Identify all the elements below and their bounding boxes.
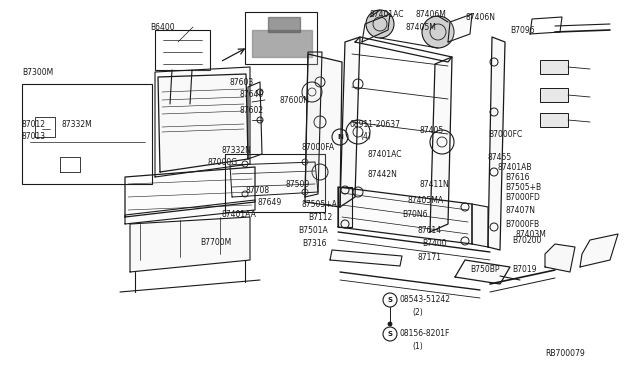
- Text: B7096: B7096: [510, 26, 534, 35]
- Text: B70200: B70200: [512, 235, 541, 244]
- Text: N: N: [337, 134, 343, 140]
- Bar: [540, 113, 568, 127]
- Text: B7505+B: B7505+B: [505, 183, 541, 192]
- Text: B7019: B7019: [512, 266, 536, 275]
- Text: B7700M: B7700M: [200, 237, 231, 247]
- Text: 87708: 87708: [245, 186, 269, 195]
- Bar: [540, 60, 568, 74]
- Text: 87411N: 87411N: [420, 180, 450, 189]
- Text: 87455: 87455: [488, 153, 512, 161]
- Text: 87332M: 87332M: [62, 119, 93, 128]
- Text: 87600N: 87600N: [280, 96, 310, 105]
- Polygon shape: [430, 57, 452, 232]
- Text: 08543-51242: 08543-51242: [400, 295, 451, 305]
- Text: 87401AC: 87401AC: [368, 150, 403, 158]
- Polygon shape: [448, 14, 472, 42]
- Text: B7501A: B7501A: [298, 225, 328, 234]
- Text: 87509: 87509: [285, 180, 309, 189]
- Text: B7316: B7316: [302, 240, 326, 248]
- Text: 87012: 87012: [22, 119, 46, 128]
- Text: 87332N: 87332N: [222, 145, 252, 154]
- Text: B7400: B7400: [422, 240, 447, 248]
- Text: (4): (4): [360, 131, 371, 141]
- Text: 87000FA: 87000FA: [302, 142, 335, 151]
- Text: S: S: [387, 331, 392, 337]
- Polygon shape: [488, 37, 505, 250]
- Bar: [155, 30, 210, 70]
- Text: 87405: 87405: [420, 125, 444, 135]
- Polygon shape: [455, 260, 510, 284]
- Polygon shape: [330, 250, 402, 266]
- Text: 87401AA: 87401AA: [222, 209, 257, 218]
- Bar: [22, 84, 152, 184]
- Text: 08911-20637: 08911-20637: [350, 119, 401, 128]
- Polygon shape: [130, 217, 250, 272]
- Text: 87442N: 87442N: [368, 170, 398, 179]
- Text: 87407N: 87407N: [505, 205, 535, 215]
- Text: 87405MA: 87405MA: [408, 196, 444, 205]
- Text: RB700079: RB700079: [545, 350, 585, 359]
- Polygon shape: [158, 74, 248, 172]
- Text: 87401AC: 87401AC: [370, 10, 404, 19]
- Text: S: S: [387, 297, 392, 303]
- Text: (2): (2): [412, 308, 423, 317]
- Text: B70N6: B70N6: [402, 209, 428, 218]
- Polygon shape: [340, 37, 360, 207]
- Text: B7616: B7616: [505, 173, 529, 182]
- Polygon shape: [545, 244, 575, 272]
- Text: 87602: 87602: [240, 106, 264, 115]
- Bar: [225, 154, 325, 212]
- Text: B7300M: B7300M: [22, 67, 53, 77]
- Polygon shape: [252, 30, 312, 57]
- Polygon shape: [125, 167, 255, 217]
- Text: 87171: 87171: [418, 253, 442, 262]
- Polygon shape: [305, 54, 342, 207]
- Polygon shape: [472, 204, 488, 247]
- Circle shape: [366, 10, 394, 38]
- Text: 87505+A: 87505+A: [302, 199, 338, 208]
- Text: 87406N: 87406N: [465, 13, 495, 22]
- Bar: [540, 88, 568, 102]
- Text: 87403M: 87403M: [515, 230, 546, 238]
- Text: 08156-8201F: 08156-8201F: [400, 330, 451, 339]
- Polygon shape: [305, 52, 322, 197]
- Text: B7112: B7112: [308, 212, 332, 221]
- Polygon shape: [362, 14, 390, 42]
- Text: 87603: 87603: [230, 77, 254, 87]
- Text: (1): (1): [412, 341, 423, 350]
- Polygon shape: [355, 37, 452, 62]
- Polygon shape: [248, 82, 262, 159]
- Text: 87649: 87649: [258, 198, 282, 206]
- Text: 87406M: 87406M: [415, 10, 446, 19]
- Text: B7000FD: B7000FD: [505, 192, 540, 202]
- Polygon shape: [338, 187, 352, 227]
- Text: 87013: 87013: [22, 131, 46, 141]
- Text: B7000FC: B7000FC: [488, 129, 522, 138]
- Polygon shape: [155, 67, 250, 177]
- Circle shape: [422, 16, 454, 48]
- Text: 87401AB: 87401AB: [498, 163, 532, 171]
- Circle shape: [388, 322, 392, 326]
- Polygon shape: [580, 234, 618, 267]
- Text: 87405M: 87405M: [405, 22, 436, 32]
- Polygon shape: [338, 187, 472, 244]
- Bar: [245, 12, 317, 64]
- Polygon shape: [125, 200, 255, 224]
- Text: B7000FB: B7000FB: [505, 219, 539, 228]
- Text: 87640: 87640: [240, 90, 264, 99]
- Text: B750BP: B750BP: [470, 266, 499, 275]
- Text: 87000G: 87000G: [208, 157, 238, 167]
- Text: 87614: 87614: [418, 225, 442, 234]
- Text: B6400: B6400: [150, 22, 175, 32]
- Polygon shape: [230, 162, 318, 197]
- Polygon shape: [268, 17, 300, 32]
